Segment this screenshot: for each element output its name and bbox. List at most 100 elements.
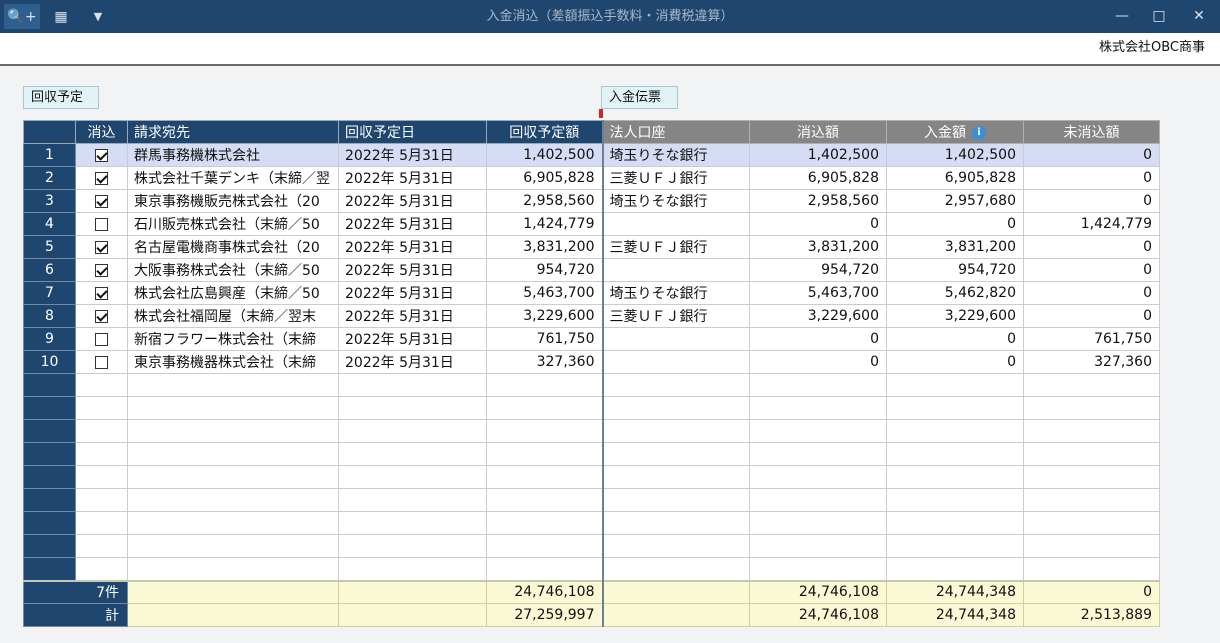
maximize-icon[interactable]: □	[1152, 8, 1166, 24]
row-number[interactable]: 8	[23, 304, 76, 328]
dropdown-icon[interactable]: ▼	[93, 10, 103, 23]
remaining-cell[interactable]: 0	[1023, 235, 1160, 259]
row-number[interactable]	[23, 534, 76, 558]
applied-cell[interactable]: 3,831,200	[749, 235, 887, 259]
remaining-cell[interactable]: 761,750	[1023, 327, 1160, 351]
table-row[interactable]: 2 株式会社千葉デンキ（末締／翌 2022年 5月31日 6,905,828 三菱ＵＦＪ…	[23, 166, 1160, 190]
empty-cell[interactable]	[886, 511, 1024, 535]
planned-cell[interactable]: 2,958,560	[486, 189, 604, 213]
excel-icon[interactable]: ▦	[54, 8, 68, 25]
empty-cell[interactable]	[1023, 465, 1160, 489]
table-row[interactable]: 8 株式会社福岡屋（末締／翌末 2022年 5月31日 3,229,600 三菱ＵＦＪ銀…	[23, 304, 1160, 328]
empty-cell[interactable]	[127, 534, 339, 558]
empty-cell[interactable]	[886, 419, 1024, 443]
seikyu-cell[interactable]: 石川販売株式会社（末締／50	[127, 212, 339, 236]
seikyu-cell[interactable]: 新宿フラワー株式会社（末締	[127, 327, 339, 351]
account-cell[interactable]: 三菱ＵＦＪ銀行	[602, 235, 750, 259]
empty-cell[interactable]	[486, 419, 604, 443]
empty-row[interactable]	[23, 373, 1160, 397]
empty-cell[interactable]	[486, 557, 604, 581]
applied-cell[interactable]: 2,958,560	[749, 189, 887, 213]
empty-cell[interactable]	[127, 465, 339, 489]
empty-cell[interactable]	[749, 557, 887, 581]
empty-cell[interactable]	[486, 396, 604, 420]
empty-cell[interactable]	[886, 373, 1024, 397]
empty-cell[interactable]	[749, 442, 887, 466]
empty-cell[interactable]	[75, 534, 128, 558]
empty-cell[interactable]	[75, 396, 128, 420]
date-cell[interactable]: 2022年 5月31日	[338, 281, 487, 305]
empty-row[interactable]	[23, 419, 1160, 443]
empty-cell[interactable]	[1023, 419, 1160, 443]
row-number[interactable]	[23, 465, 76, 489]
row-number[interactable]	[23, 373, 76, 397]
empty-cell[interactable]	[886, 534, 1024, 558]
remaining-cell[interactable]: 0	[1023, 281, 1160, 305]
empty-row[interactable]	[23, 557, 1160, 581]
remaining-cell[interactable]: 1,424,779	[1023, 212, 1160, 236]
applied-cell[interactable]: 0	[749, 350, 887, 374]
splitter-handle[interactable]	[599, 109, 603, 118]
row-number[interactable]	[23, 442, 76, 466]
empty-cell[interactable]	[1023, 534, 1160, 558]
minimize-icon[interactable]: —	[1115, 8, 1129, 24]
keshikomi-cell[interactable]	[75, 212, 128, 236]
empty-cell[interactable]	[75, 442, 128, 466]
empty-cell[interactable]	[1023, 488, 1160, 512]
planned-cell[interactable]: 327,360	[486, 350, 604, 374]
account-cell[interactable]: 三菱ＵＦＪ銀行	[602, 304, 750, 328]
seikyu-cell[interactable]: 株式会社広島興産（末締／50	[127, 281, 339, 305]
empty-cell[interactable]	[338, 465, 487, 489]
planned-cell[interactable]: 6,905,828	[486, 166, 604, 190]
empty-cell[interactable]	[602, 419, 750, 443]
date-cell[interactable]: 2022年 5月31日	[338, 258, 487, 282]
account-cell[interactable]	[602, 350, 750, 374]
header-applied[interactable]: 消込額	[749, 120, 887, 144]
empty-cell[interactable]	[338, 419, 487, 443]
remaining-cell[interactable]: 0	[1023, 189, 1160, 213]
row-number[interactable]	[23, 511, 76, 535]
empty-cell[interactable]	[127, 511, 339, 535]
header-seikyu[interactable]: 請求宛先	[127, 120, 339, 144]
received-cell[interactable]: 1,402,500	[886, 143, 1024, 167]
header-date[interactable]: 回収予定日	[338, 120, 487, 144]
empty-cell[interactable]	[75, 419, 128, 443]
header-keshikomi[interactable]: 消込	[75, 120, 128, 144]
empty-cell[interactable]	[1023, 511, 1160, 535]
keshikomi-cell[interactable]	[75, 235, 128, 259]
table-row[interactable]: 7 株式会社広島興産（末締／50 2022年 5月31日 5,463,700 埼玉りそな…	[23, 281, 1160, 305]
date-cell[interactable]: 2022年 5月31日	[338, 235, 487, 259]
row-number[interactable]: 3	[23, 189, 76, 213]
keshikomi-checkbox[interactable]	[95, 240, 108, 254]
empty-row[interactable]	[23, 534, 1160, 558]
received-cell[interactable]: 3,831,200	[886, 235, 1024, 259]
received-cell[interactable]: 954,720	[886, 258, 1024, 282]
search-plus-icon[interactable]: 🔍+	[4, 4, 40, 29]
empty-cell[interactable]	[886, 465, 1024, 489]
row-number[interactable]: 6	[23, 258, 76, 282]
row-number[interactable]: 10	[23, 350, 76, 374]
keshikomi-checkbox[interactable]	[95, 286, 108, 300]
seikyu-cell[interactable]: 株式会社福岡屋（末締／翌末	[127, 304, 339, 328]
empty-cell[interactable]	[602, 511, 750, 535]
keshikomi-cell[interactable]	[75, 166, 128, 190]
empty-cell[interactable]	[75, 511, 128, 535]
empty-cell[interactable]	[127, 557, 339, 581]
empty-cell[interactable]	[749, 373, 887, 397]
empty-cell[interactable]	[749, 419, 887, 443]
planned-cell[interactable]: 954,720	[486, 258, 604, 282]
keshikomi-cell[interactable]	[75, 350, 128, 374]
header-planned[interactable]: 回収予定額	[486, 120, 604, 144]
empty-cell[interactable]	[127, 442, 339, 466]
empty-cell[interactable]	[486, 465, 604, 489]
keshikomi-cell[interactable]	[75, 143, 128, 167]
keshikomi-checkbox[interactable]	[95, 217, 108, 231]
applied-cell[interactable]: 954,720	[749, 258, 887, 282]
keshikomi-checkbox[interactable]	[95, 355, 108, 369]
date-cell[interactable]: 2022年 5月31日	[338, 350, 487, 374]
empty-cell[interactable]	[602, 373, 750, 397]
account-cell[interactable]: 埼玉りそな銀行	[602, 143, 750, 167]
applied-cell[interactable]: 0	[749, 212, 887, 236]
row-number[interactable]	[23, 557, 76, 581]
date-cell[interactable]: 2022年 5月31日	[338, 166, 487, 190]
